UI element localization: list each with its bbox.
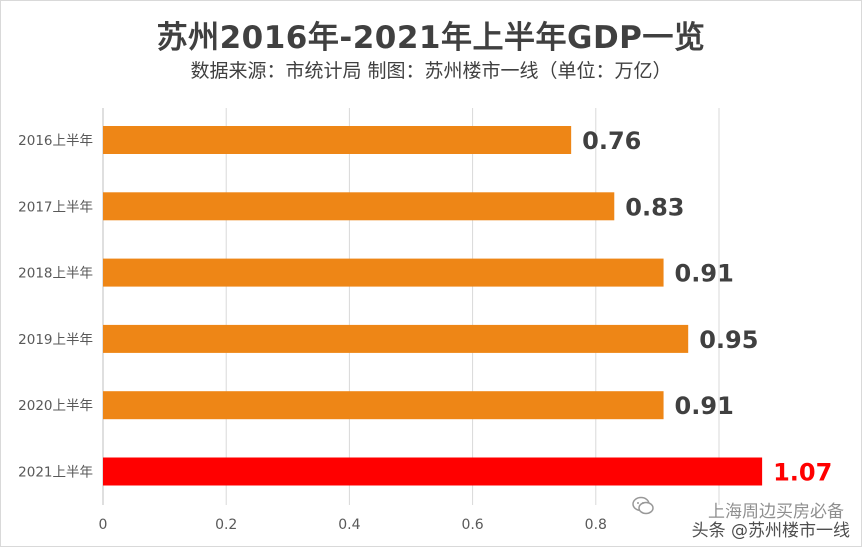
data-label: 1.07 — [773, 459, 832, 487]
x-tick-label: 0 — [99, 517, 108, 533]
x-tick-label: 0.4 — [338, 517, 360, 533]
watermark-line1: 上海周边买房必备 — [708, 502, 844, 522]
data-label: 0.76 — [582, 127, 641, 155]
chart-subtitle: 数据来源：市统计局 制图：苏州楼市一线（单位：万亿） — [190, 60, 672, 82]
category-label: 2018上半年 — [18, 266, 93, 282]
wechat-bubble-icon — [632, 496, 654, 516]
data-label: 0.83 — [625, 193, 684, 221]
category-labels: 2016上半年 2017上半年 2018上半年 2019上半年 2020上半年 2021上… — [18, 133, 93, 481]
bar — [103, 192, 615, 221]
category-label: 2019上半年 — [18, 332, 93, 348]
bars — [103, 126, 763, 486]
watermark-line2: 头条 @苏州楼市一线 — [691, 521, 850, 541]
grid-lines — [225, 108, 720, 505]
category-label: 2020上半年 — [18, 398, 93, 414]
x-tick-label: 0.6 — [461, 517, 483, 533]
category-label: 2021上半年 — [18, 465, 93, 481]
bar — [103, 126, 572, 154]
data-label: 0.91 — [675, 260, 734, 288]
category-label: 2017上半年 — [18, 199, 93, 215]
category-label: 2016上半年 — [18, 133, 93, 149]
x-tick-labels: 0 0.2 0.4 0.6 0.8 — [99, 517, 607, 533]
bar — [103, 457, 763, 486]
bar — [103, 258, 664, 287]
data-label: 0.91 — [675, 392, 734, 420]
x-tick-label: 0.2 — [215, 517, 237, 533]
bar — [103, 391, 664, 420]
data-label: 0.95 — [699, 326, 758, 354]
data-labels: 0.76 0.83 0.91 0.95 0.91 1.07 — [582, 127, 832, 487]
bar — [103, 324, 689, 353]
x-tick-label: 0.8 — [585, 517, 607, 533]
chart-title: 苏州2016年-2021年上半年GDP一览 — [156, 20, 706, 56]
